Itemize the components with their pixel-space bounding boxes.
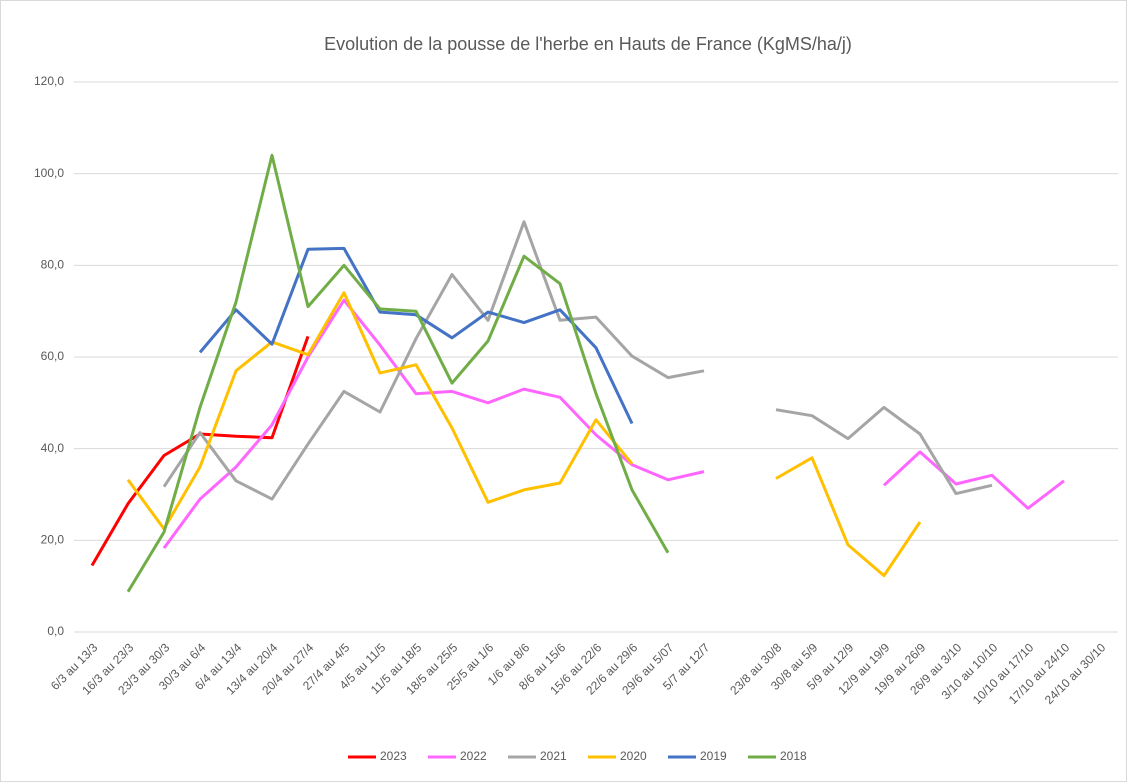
- y-tick-label: 60,0: [41, 349, 65, 363]
- legend-label: 2022: [460, 749, 487, 763]
- y-tick-label: 120,0: [34, 74, 64, 88]
- series-line: [126, 291, 922, 578]
- legend-label: 2023: [380, 749, 407, 763]
- legend-label: 2020: [620, 749, 647, 763]
- y-tick-label: 20,0: [41, 533, 65, 547]
- y-tick-label: 40,0: [41, 441, 65, 455]
- series-line: [162, 298, 1065, 549]
- y-tick-label: 80,0: [41, 258, 65, 272]
- series-line: [198, 246, 634, 425]
- legend-label: 2021: [540, 749, 567, 763]
- y-tick-label: 100,0: [34, 166, 64, 180]
- legend-label: 2019: [700, 749, 727, 763]
- series-line: [162, 220, 993, 501]
- series-line: [126, 153, 670, 593]
- legend-label: 2018: [780, 749, 807, 763]
- y-tick-label: 0,0: [47, 624, 64, 638]
- chart-title: Evolution de la pousse de l'herbe en Hau…: [324, 34, 852, 54]
